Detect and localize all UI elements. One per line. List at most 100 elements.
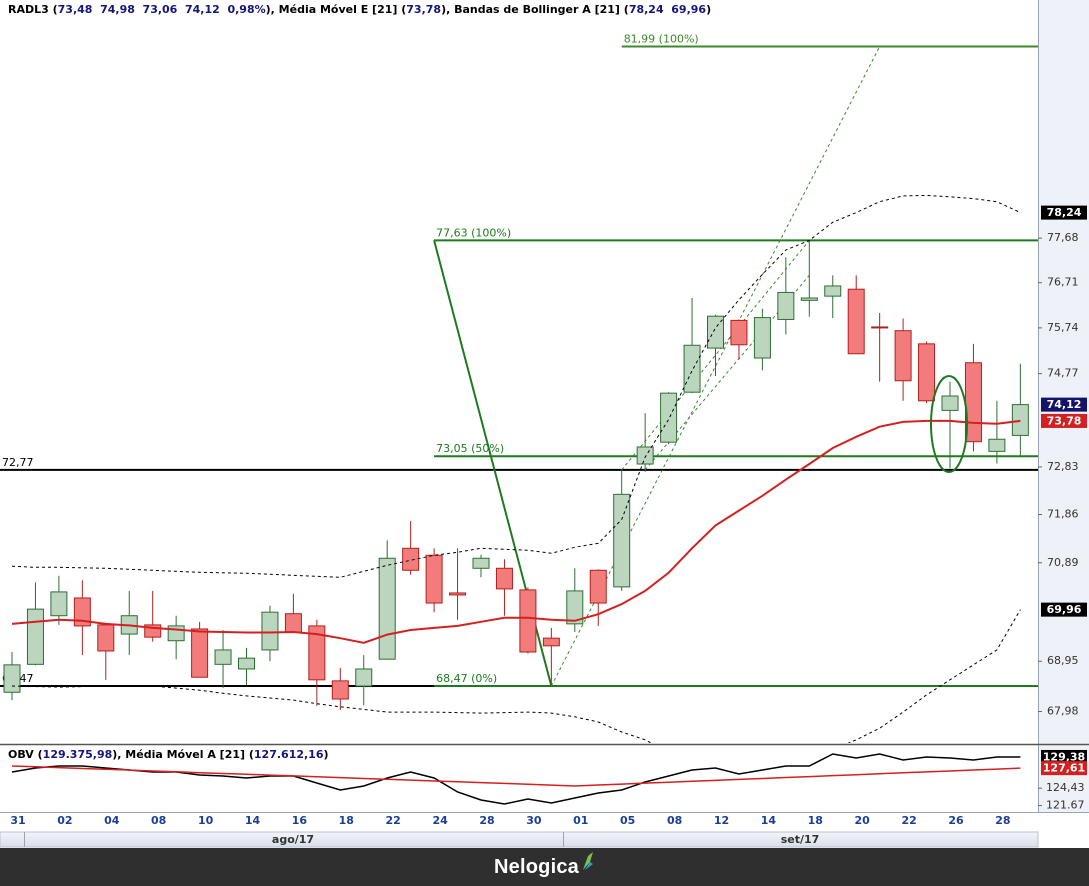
candle-body: [261, 611, 279, 651]
obv-panel: [11, 753, 1021, 805]
legend-item: ): [706, 3, 711, 16]
candle-body: [425, 554, 443, 604]
x-tick-label: 12: [714, 814, 729, 827]
y-tick-label: 121.67: [1046, 799, 1085, 812]
legend: RADL3 (73,48 74,98 73,06 74,12 0,98%), M…: [8, 3, 711, 16]
level-label: 73,05 (50%): [436, 442, 504, 455]
candle-body: [941, 395, 959, 411]
legend-item: OBV (: [8, 748, 43, 761]
legend-item: ), Média Móvel E [21] (: [266, 3, 407, 16]
candle-body: [50, 591, 68, 617]
background: [0, 0, 1089, 848]
line-series: [11, 609, 1021, 743]
x-tick-label: 24: [432, 814, 448, 827]
candle-body: [97, 624, 115, 652]
value-tag-label: 127,61: [1043, 762, 1085, 775]
x-tick-label: 18: [808, 814, 823, 827]
trendline: [621, 240, 810, 471]
footer: Nelogica: [0, 848, 1089, 886]
candle-body: [238, 657, 255, 670]
x-tick-label: 14: [245, 814, 261, 827]
legend-item: 73,78: [406, 3, 441, 16]
candle-body: [495, 567, 513, 590]
x-tick-label: 08: [667, 814, 682, 827]
candle-body: [824, 285, 842, 297]
value-tag: [1041, 761, 1087, 776]
x-tick-label: 04: [104, 814, 120, 827]
axes: 77,68 76,71 75,74 74,77 72,83 71,86 70,89 68,95…: [1038, 205, 1087, 812]
value-tag: [1041, 413, 1087, 428]
candle-body: [800, 297, 818, 301]
candle-body: [519, 589, 537, 653]
candle-body: [26, 608, 44, 665]
line-series: [11, 765, 1021, 787]
legend-item: 78,24 69,96: [629, 3, 707, 16]
x-tick-label: 31: [10, 814, 25, 827]
y-tick-label: 124,43: [1046, 781, 1085, 794]
candle-body: [589, 569, 607, 604]
candle-body: [542, 637, 560, 647]
candle-body: [73, 597, 91, 627]
value-tag: [1041, 602, 1087, 617]
x-tick-label: 05: [620, 814, 635, 827]
candle-body: [730, 319, 748, 346]
candle-body: [449, 592, 467, 596]
candle-body: [753, 317, 771, 359]
x-tick-label: 08: [151, 814, 166, 827]
x-tick-label: 22: [386, 814, 401, 827]
x-tick-label: 02: [57, 814, 72, 827]
x-tick-label: 14: [761, 814, 777, 827]
brand-logo: Nelogica: [494, 855, 579, 878]
value-tag-label: 78,24: [1047, 206, 1082, 219]
highlight-ellipse: [930, 375, 968, 473]
x-tick-label: 22: [901, 814, 916, 827]
candle-body: [1011, 404, 1029, 436]
x-tick-label: 01: [573, 814, 588, 827]
candle-body: [707, 315, 724, 349]
y-tick-label: 70,89: [1047, 556, 1079, 569]
month-label: ago/17: [272, 833, 314, 846]
x-tick-label: 10: [198, 814, 214, 827]
y-tick-label: 74,77: [1047, 367, 1079, 380]
candle-body: [636, 446, 654, 465]
x-tick-label: 28: [479, 814, 494, 827]
candle-body: [777, 291, 795, 320]
x-tick-label: 28: [995, 814, 1010, 827]
x-tick-label: 16: [292, 814, 308, 827]
legend-item: ): [324, 748, 329, 761]
candle-body: [918, 343, 936, 402]
level-label: 68,47 (0%): [436, 672, 497, 685]
legend-item: 73,48 74,98 73,06 74,12 0,98%: [58, 3, 266, 16]
y-tick-label: 67,98: [1047, 705, 1079, 718]
candle-body: [566, 590, 584, 625]
candle-body: [683, 344, 701, 393]
x-tick-label: 20: [855, 814, 871, 827]
legend-item: 129.375,98: [43, 748, 113, 761]
value-tag: [1041, 749, 1087, 764]
value-tag-label: 74,12: [1047, 398, 1082, 411]
legend-item: 127.612,16: [254, 748, 324, 761]
chart: 72,7768,4781,99 (100%)77,63 (100%)73,05 …: [0, 0, 1089, 848]
candle-body: [214, 649, 232, 665]
value-tag-label: 73,78: [1047, 414, 1082, 427]
x-tick-label: 18: [339, 814, 354, 827]
candle-body: [613, 493, 631, 588]
level-label: 77,63 (100%): [436, 226, 511, 239]
y-tick-label: 72,83: [1047, 460, 1079, 473]
line-series: [11, 194, 1021, 578]
legend: OBV (129.375,98), Média Móvel A [21] (12…: [8, 748, 329, 761]
value-tag-label: 129,38: [1043, 750, 1085, 763]
y-tick-label: 77,68: [1047, 231, 1079, 244]
line-series: [11, 419, 1021, 644]
candle-body: [402, 547, 420, 571]
month-bar: [0, 831, 1039, 848]
candle-body: [355, 668, 373, 687]
candle-body: [191, 628, 209, 678]
candle-body: [660, 392, 678, 443]
candle-body: [472, 557, 490, 569]
y-tick-label: 75,74: [1047, 321, 1079, 334]
logo-mark: [582, 852, 593, 870]
candle-body: [284, 613, 302, 633]
candle-body: [378, 557, 396, 660]
